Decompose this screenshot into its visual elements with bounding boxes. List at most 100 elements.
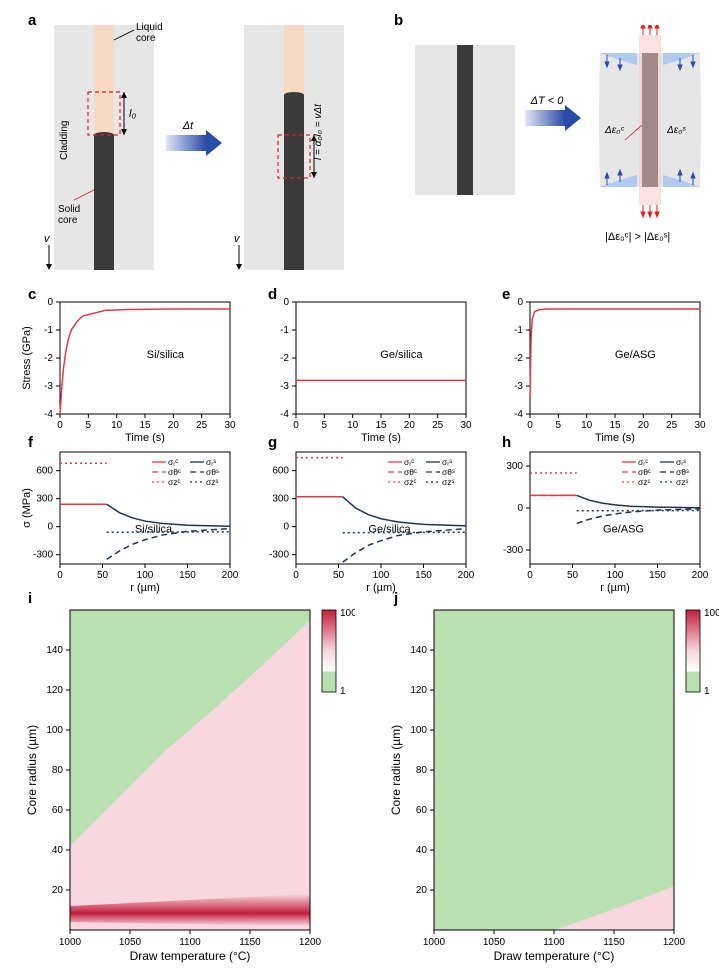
svg-text:0: 0 — [527, 420, 533, 431]
svg-text:1100: 1100 — [179, 937, 201, 948]
svg-text:80: 80 — [52, 765, 64, 776]
svg-text:300: 300 — [36, 494, 53, 505]
svg-text:100: 100 — [373, 570, 390, 581]
panel-a-svg: l₀ Liquid core Cladding Solid core v Δt — [44, 20, 384, 280]
svg-text:l₀: l₀ — [129, 108, 136, 120]
svg-text:140: 140 — [410, 645, 427, 656]
svg-text:200: 200 — [222, 570, 239, 581]
panel-label-b: b — [394, 12, 403, 29]
svg-text:40: 40 — [416, 845, 428, 856]
svg-text:15: 15 — [609, 420, 621, 431]
svg-text:5: 5 — [86, 420, 92, 431]
chart-c: -4-3-2-10051015202530Stress (GPa)Time (s… — [20, 296, 245, 443]
svg-text:1050: 1050 — [119, 937, 142, 948]
svg-text:1000: 1000 — [423, 937, 446, 948]
svg-text:-2: -2 — [280, 353, 289, 364]
svg-text:80: 80 — [416, 765, 428, 776]
svg-text:σθˢ: σθˢ — [676, 467, 689, 477]
svg-text:σzˢ: σzˢ — [676, 477, 688, 487]
svg-text:Draw temperature (°C): Draw temperature (°C) — [130, 949, 251, 963]
svg-text:50: 50 — [97, 570, 109, 581]
svg-text:1: 1 — [340, 686, 346, 697]
svg-text:120: 120 — [46, 685, 63, 696]
svg-text:200: 200 — [692, 570, 709, 581]
panel-b-svg: ΔT < 0 — [410, 25, 710, 285]
svg-text:σ (MPa): σ (MPa) — [21, 488, 33, 528]
svg-text:0: 0 — [47, 522, 53, 533]
svg-text:v: v — [234, 233, 241, 245]
chart-d: -4-3-2-10051015202530Time (s)Ge/silica — [256, 296, 481, 443]
chart-j: 2040608010012014010001050110011501200Cor… — [389, 604, 719, 966]
svg-text:150: 150 — [179, 570, 196, 581]
svg-text:Ge/ASG: Ge/ASG — [615, 349, 656, 361]
svg-text:σzᶜ: σzᶜ — [168, 477, 181, 487]
svg-text:Δε₀ˢ: Δε₀ˢ — [666, 125, 686, 136]
svg-text:Stress (GPa): Stress (GPa) — [21, 326, 33, 390]
svg-text:0: 0 — [57, 420, 63, 431]
svg-text:25: 25 — [666, 420, 678, 431]
svg-text:-2: -2 — [514, 353, 523, 364]
svg-text:v: v — [44, 233, 51, 245]
svg-text:150: 150 — [415, 570, 432, 581]
svg-text:1000: 1000 — [59, 937, 82, 948]
svg-text:0: 0 — [57, 570, 63, 581]
chart-i: 2040608010012014010001050110011501200Cor… — [25, 604, 355, 966]
svg-text:50: 50 — [333, 570, 345, 581]
svg-text:1000: 1000 — [340, 608, 355, 619]
svg-text:core: core — [136, 33, 156, 44]
svg-text:300: 300 — [272, 494, 289, 505]
svg-text:Δε₀ᶜ: Δε₀ᶜ — [604, 125, 624, 136]
svg-text:60: 60 — [52, 805, 64, 816]
svg-text:-3: -3 — [280, 381, 289, 392]
svg-text:l = α₀l₀ = vΔt: l = α₀l₀ = vΔt — [313, 103, 324, 160]
svg-text:0: 0 — [517, 297, 523, 308]
chart-h: -3000300050100150200r (µm)Ge/ASGσᵣᶜσᵣˢσθ… — [490, 446, 715, 596]
panel-label-a: a — [28, 12, 36, 29]
svg-text:σᵣˢ: σᵣˢ — [206, 457, 216, 467]
svg-text:20: 20 — [52, 885, 64, 896]
svg-text:100: 100 — [46, 725, 63, 736]
svg-text:σᵣᶜ: σᵣᶜ — [404, 457, 414, 467]
svg-text:Core radius (µm): Core radius (µm) — [389, 725, 403, 815]
svg-text:0: 0 — [293, 420, 299, 431]
svg-text:Time (s): Time (s) — [595, 432, 635, 443]
svg-text:r (µm): r (µm) — [130, 582, 160, 594]
svg-text:1150: 1150 — [239, 937, 261, 948]
svg-text:Ge/silica: Ge/silica — [380, 349, 423, 361]
svg-text:15: 15 — [139, 420, 151, 431]
svg-text:5: 5 — [556, 420, 562, 431]
svg-text:10: 10 — [581, 420, 593, 431]
svg-text:Time (s): Time (s) — [361, 432, 401, 443]
svg-text:σzˢ: σzˢ — [442, 477, 454, 487]
svg-text:10: 10 — [111, 420, 123, 431]
svg-text:ΔT < 0: ΔT < 0 — [530, 95, 565, 107]
svg-text:σᵣᶜ: σᵣᶜ — [168, 457, 178, 467]
svg-text:60: 60 — [416, 805, 428, 816]
svg-text:Solid: Solid — [58, 204, 80, 215]
svg-text:20: 20 — [168, 420, 180, 431]
svg-text:-4: -4 — [44, 409, 53, 420]
svg-text:-300: -300 — [503, 545, 523, 556]
svg-text:Ge/silica: Ge/silica — [368, 524, 411, 536]
svg-text:σθˢ: σθˢ — [442, 467, 455, 477]
svg-text:0: 0 — [283, 297, 289, 308]
svg-text:1050: 1050 — [483, 937, 506, 948]
svg-text:0: 0 — [47, 297, 53, 308]
chart-e: -4-3-2-10051015202530Time (s)Ge/ASG — [490, 296, 715, 443]
svg-text:30: 30 — [460, 420, 472, 431]
svg-text:5: 5 — [322, 420, 328, 431]
svg-text:50: 50 — [567, 570, 579, 581]
svg-text:σzˢ: σzˢ — [206, 477, 218, 487]
svg-text:140: 140 — [46, 645, 63, 656]
svg-text:200: 200 — [458, 570, 475, 581]
svg-text:20: 20 — [416, 885, 428, 896]
svg-text:-4: -4 — [514, 409, 523, 420]
svg-text:σᵣˢ: σᵣˢ — [442, 457, 452, 467]
svg-text:Δt: Δt — [182, 120, 194, 132]
svg-text:Draw temperature (°C): Draw temperature (°C) — [494, 949, 615, 963]
chart-g: -3000300600050100150200r (µm)Ge/silicaσᵣ… — [256, 446, 481, 596]
svg-text:1200: 1200 — [299, 937, 322, 948]
svg-text:-1: -1 — [280, 325, 289, 336]
svg-text:600: 600 — [272, 466, 289, 477]
svg-text:10: 10 — [347, 420, 359, 431]
